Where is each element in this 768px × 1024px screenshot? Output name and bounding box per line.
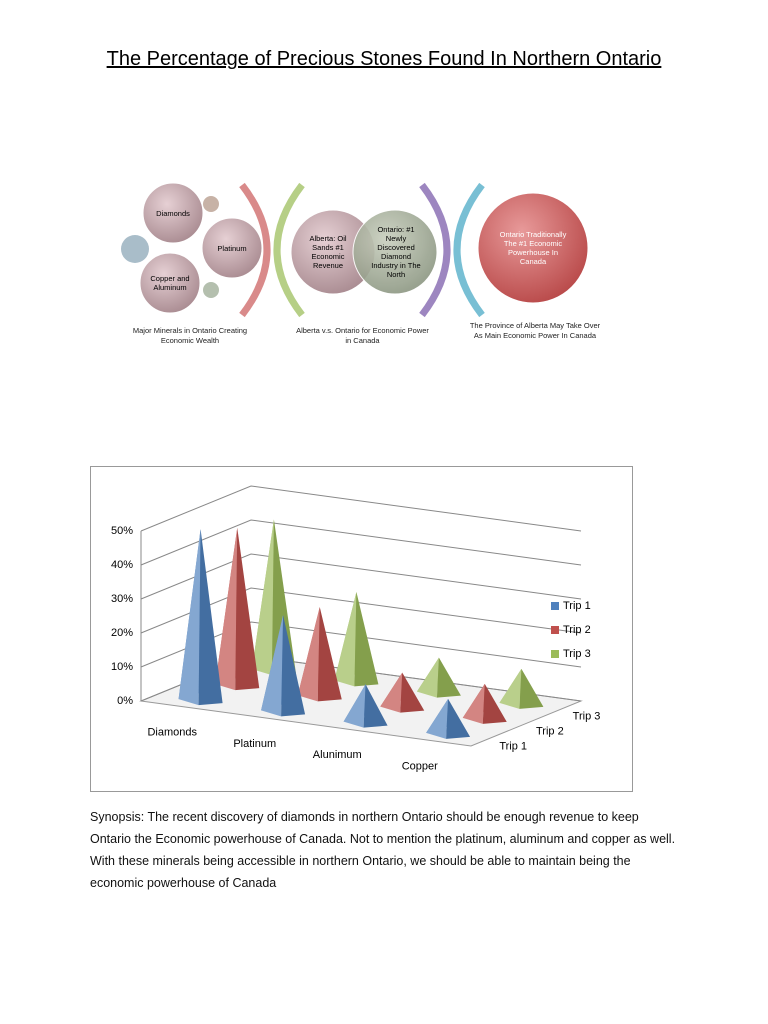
circle-text: Diamonds [156, 208, 190, 218]
pyramid [343, 684, 388, 728]
bracket [453, 182, 485, 318]
pyramid [178, 529, 223, 706]
pyramid-face [519, 668, 544, 709]
x-tick-label: Alunimum [313, 749, 362, 761]
legend-swatch [551, 626, 559, 634]
circle [203, 282, 219, 298]
pyramid-face [271, 519, 296, 676]
title: The Percentage of Precious Stones Found … [106, 48, 662, 70]
legend-label: Trip 2 [563, 624, 591, 636]
circle [139, 252, 201, 314]
pyramid-face [400, 672, 425, 713]
pyramid-face [426, 698, 449, 739]
y-tick-label: 50% [111, 525, 133, 537]
grid-line [140, 553, 582, 600]
pyramid-face [317, 606, 342, 702]
pyramid-face [416, 657, 439, 698]
circle-text: Alberta: Oil Sands #1 Economic Revenue [309, 234, 347, 270]
pyramid-face [446, 698, 471, 739]
chart-frame: 0% 10% 20% 30% 40% 50% Diamonds Platinum Alunimu… [90, 466, 633, 792]
x-tick-label: Diamonds [147, 727, 197, 739]
circle [477, 192, 589, 304]
pyramid [462, 683, 507, 724]
diagram [121, 182, 589, 318]
circle [203, 196, 219, 212]
pyramid [297, 606, 342, 702]
pyramid [426, 698, 471, 739]
pyramid-face [363, 684, 388, 728]
bracket [239, 182, 271, 318]
grid-line [140, 519, 582, 566]
legend-label: Trip 3 [563, 648, 591, 660]
pyramid-face [482, 683, 507, 724]
bracket [273, 182, 305, 318]
y-tick-label: 30% [111, 593, 133, 605]
y-tick-label: 10% [111, 661, 133, 673]
z-tick-label: Trip 2 [536, 725, 564, 737]
pyramid-face [281, 615, 306, 717]
synopsis: Synopsis: The recent discovery of diamon… [90, 810, 676, 890]
pyramid-face [215, 527, 238, 691]
legend-swatch [551, 602, 559, 610]
grid-line [140, 485, 582, 532]
pyramid [261, 615, 306, 717]
pyramid-face [235, 527, 260, 691]
pyramid-face [354, 591, 379, 687]
y-tick-label: 40% [111, 559, 133, 571]
pyramid [499, 668, 544, 709]
pyramid-face [198, 529, 223, 706]
legend-swatch [551, 650, 559, 658]
z-tick-label: Trip 1 [499, 740, 527, 752]
bracket [419, 182, 451, 318]
legend-label: Trip 1 [563, 600, 591, 612]
pyramid-face [380, 672, 403, 713]
circle [142, 182, 204, 244]
caption: Alberta v.s. Ontario for Economic Power … [296, 326, 429, 345]
circle-text: Ontario: #1 Newly Discovered Diamond Ind… [371, 225, 421, 279]
pyramid-face [343, 684, 366, 728]
caption: Major Minerals in Ontario Creating Econo… [132, 326, 248, 345]
pyramid-face [462, 683, 485, 724]
y-tick-label: 20% [111, 627, 133, 639]
grid-line [140, 587, 582, 634]
circle [352, 209, 438, 295]
x-tick-label: Platinum [233, 738, 276, 750]
x-tick-label: Copper [402, 760, 438, 772]
circle [201, 217, 263, 279]
pyramid-face [334, 591, 357, 687]
pyramid [416, 657, 461, 698]
z-tick-label: Trip 3 [573, 710, 601, 722]
pyramid-face [178, 529, 201, 706]
pyramid [380, 672, 425, 713]
caption: The Province of Alberta May Take Over As… [469, 321, 601, 340]
circle-text: Platinum [217, 243, 247, 253]
circle-text: Copper and Aluminum [150, 274, 190, 292]
pyramid-face [499, 668, 522, 709]
pyramid-face [261, 615, 284, 717]
chart: 0% 10% 20% 30% 40% 50% Diamonds Platinum Alunimu… [111, 485, 601, 772]
pyramid [251, 519, 296, 676]
pyramid [334, 591, 379, 687]
circle [121, 235, 149, 263]
pyramid-face [251, 519, 274, 676]
grid-line [140, 621, 582, 668]
circle-text: Ontario Traditionally The #1 Economic Po… [499, 230, 567, 266]
pyramid-face [436, 657, 461, 698]
y-tick-label: 0% [117, 695, 133, 707]
pyramid-face [297, 606, 320, 702]
pyramid [215, 527, 260, 691]
